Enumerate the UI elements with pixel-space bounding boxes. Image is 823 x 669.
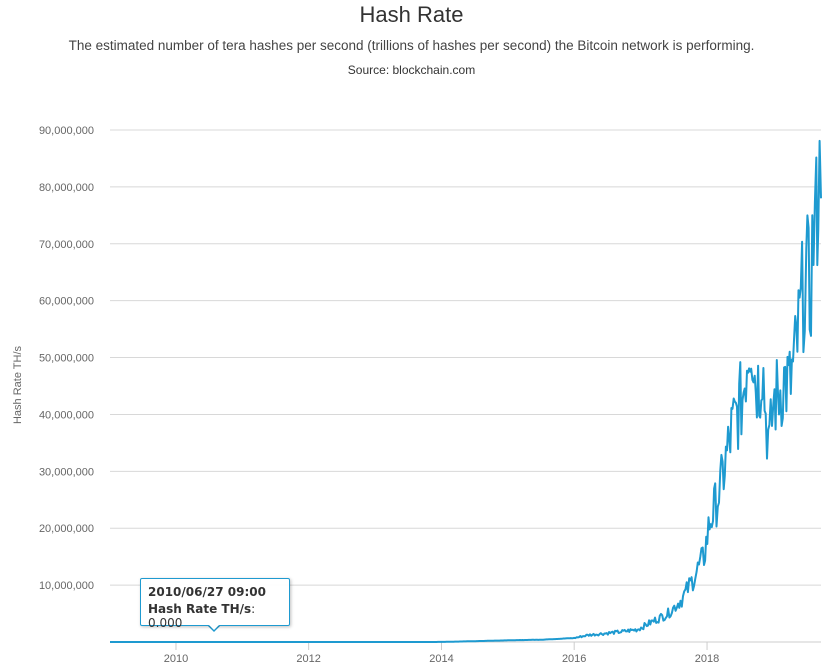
x-tick-label: 2012	[296, 653, 320, 665]
x-tick-label: 2010	[164, 653, 188, 665]
y-tick-label: 20,000,000	[39, 523, 94, 535]
tooltip-date: 2010/06/27 09:00	[148, 585, 266, 599]
y-tick-label: 30,000,000	[39, 466, 94, 478]
y-axis-tick-labels: 10,000,000 20,000,000 30,000,000 40,000,000…	[39, 125, 94, 592]
series-line	[110, 139, 822, 643]
y-tick-label: 80,000,000	[39, 182, 94, 194]
tooltip-row: Hash Rate TH/s: 0.000	[148, 602, 256, 630]
x-tick-label: 2016	[562, 653, 586, 665]
x-tick-label: 2018	[695, 653, 719, 665]
y-tick-label: 50,000,000	[39, 353, 94, 365]
chart-source: Source: blockchain.com	[347, 63, 476, 77]
y-tick-label: 10,000,000	[39, 580, 94, 592]
tooltip-value: 0.000	[148, 616, 183, 630]
x-tick-label: 2014	[429, 653, 453, 665]
chart-title: Hash Rate	[359, 2, 464, 27]
tooltip-series-label: Hash Rate TH/s	[148, 602, 252, 616]
series-layer	[109, 139, 822, 643]
y-tick-label: 70,000,000	[39, 239, 94, 251]
y-axis-title: Hash Rate TH/s	[12, 345, 24, 424]
y-tick-label: 40,000,000	[39, 409, 94, 421]
y-tick-label: 60,000,000	[39, 296, 94, 308]
chart-subtitle: The estimated number of tera hashes per …	[68, 38, 755, 53]
grid-lines	[110, 129, 821, 586]
y-tick-label: 90,000,000	[39, 125, 94, 137]
tooltip: 2010/06/27 09:00 Hash Rate TH/s: 0.000	[140, 578, 290, 630]
x-axis: 2010 2012 2014 2016 2018	[110, 641, 821, 665]
tooltip-arrow-inner	[208, 624, 220, 630]
